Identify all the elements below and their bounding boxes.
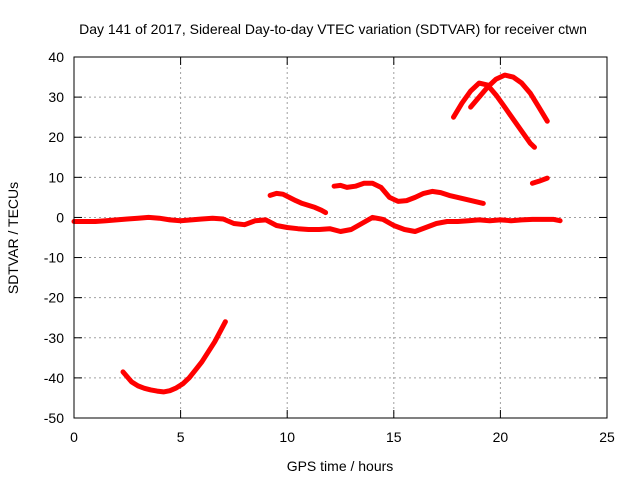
series-arc-track-b — [468, 72, 550, 124]
y-axis-title: SDTVAR / TECUs — [5, 182, 21, 294]
y-tick-label: -10 — [44, 250, 64, 266]
x-axis-title: GPS time / hours — [287, 458, 394, 474]
y-tick-label: -20 — [44, 290, 64, 306]
chart-title: Day 141 of 2017, Sidereal Day-to-day VTE… — [79, 21, 587, 37]
y-tick-label: 10 — [48, 169, 64, 185]
x-tick-label: 5 — [177, 429, 185, 445]
series-layer — [71, 72, 563, 395]
axis-ticks: 0 5 10 15 20 25 -50 -40 -30 -20 -10 0 10 20 30 40 — [44, 49, 615, 445]
y-tick-label: 30 — [48, 89, 64, 105]
y-tick-label: -50 — [44, 410, 64, 426]
y-tick-label: -30 — [44, 330, 64, 346]
y-tick-label: 0 — [56, 209, 64, 225]
y-tick-label: 40 — [48, 49, 64, 65]
x-tick-label: 20 — [493, 429, 509, 445]
x-tick-label: 15 — [386, 429, 402, 445]
series-arc-track-a — [451, 80, 537, 150]
series-night-track — [331, 180, 486, 206]
y-tick-label: -40 — [44, 370, 64, 386]
series-afternoon-track — [267, 190, 329, 216]
plot-frame — [73, 56, 608, 419]
series-late-track — [529, 175, 550, 186]
x-tick-label: 25 — [599, 429, 615, 445]
y-tick-label: 20 — [48, 129, 64, 145]
grid — [74, 57, 607, 418]
x-tick-label: 0 — [70, 429, 78, 445]
x-tick-label: 10 — [279, 429, 295, 445]
series-evening-dip-track — [120, 319, 228, 395]
series-baseline-track — [71, 214, 563, 234]
